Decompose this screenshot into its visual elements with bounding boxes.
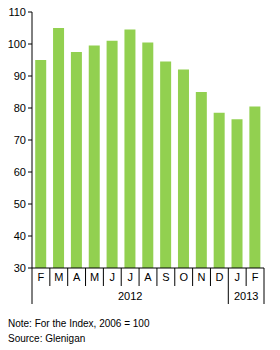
svg-text:M: M [54, 271, 63, 283]
svg-text:80: 80 [14, 102, 26, 114]
svg-text:110: 110 [8, 6, 26, 18]
svg-text:A: A [73, 271, 81, 283]
svg-text:30: 30 [14, 262, 26, 274]
svg-text:60: 60 [14, 166, 26, 178]
svg-text:J: J [127, 271, 133, 283]
svg-text:J: J [234, 271, 240, 283]
svg-text:F: F [38, 271, 45, 283]
svg-text:J: J [110, 271, 116, 283]
svg-text:O: O [179, 271, 188, 283]
svg-text:2013: 2013 [234, 290, 258, 302]
html-text:Note: For the Index, 2006 = 10: Note: For the Index, 2006 = 100 [8, 318, 150, 329]
svg-text:50: 50 [14, 198, 26, 210]
svg-text:S: S [162, 271, 169, 283]
svg-text:2012: 2012 [118, 290, 142, 302]
svg-text:F: F [252, 271, 259, 283]
svg-text:M: M [90, 271, 99, 283]
svg-text:40: 40 [14, 230, 26, 242]
svg-text:70: 70 [14, 134, 26, 146]
svg-text:90: 90 [14, 70, 26, 82]
svg-text:D: D [215, 271, 223, 283]
html-text:Source: Glenigan: Source: Glenigan [8, 333, 86, 344]
svg-text:A: A [144, 271, 152, 283]
svg-text:N: N [198, 271, 206, 283]
svg-text:100: 100 [8, 38, 26, 50]
